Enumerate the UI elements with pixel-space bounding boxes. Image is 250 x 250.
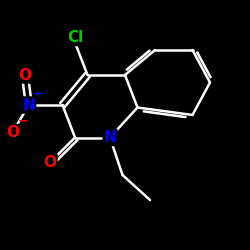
Text: O: O — [44, 155, 57, 170]
Text: O: O — [6, 125, 19, 140]
Text: +: + — [33, 89, 42, 99]
Text: N: N — [104, 130, 117, 145]
Text: N: N — [22, 98, 35, 112]
Text: O: O — [18, 68, 32, 82]
Text: −: − — [17, 115, 28, 128]
Text: Cl: Cl — [67, 30, 83, 45]
